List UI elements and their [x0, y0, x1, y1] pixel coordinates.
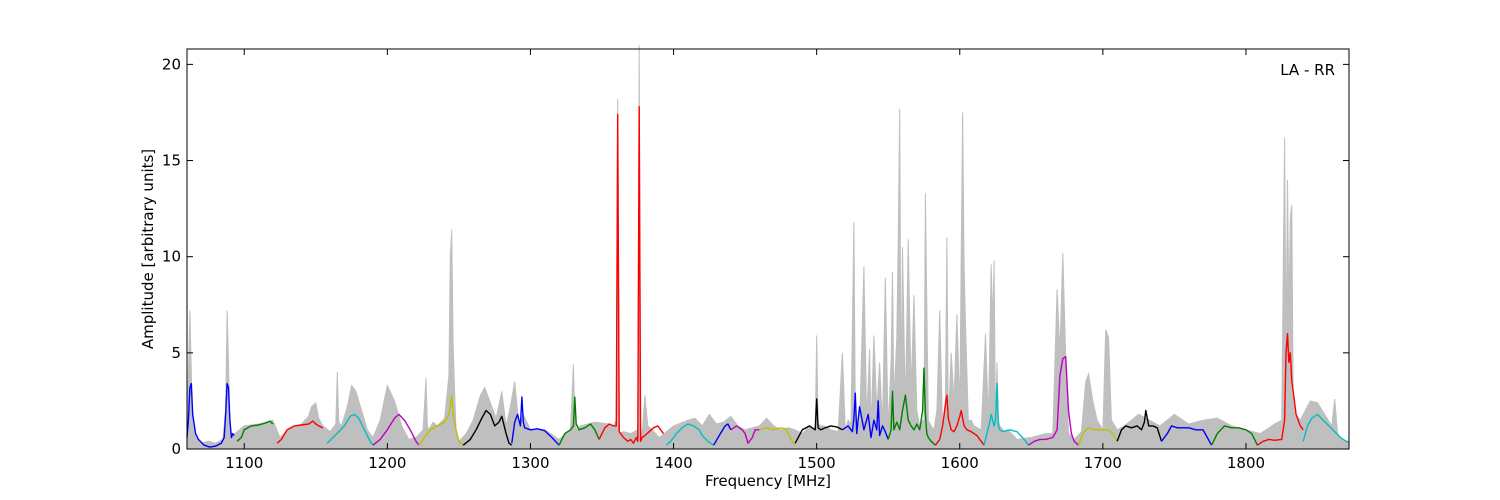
y-tick-label: 15 — [162, 152, 181, 170]
series-line-red-24 — [1257, 332, 1304, 446]
series-line-magenta-19 — [1028, 356, 1079, 446]
series-line-red-2 — [276, 420, 324, 444]
series-line-green-1 — [236, 420, 274, 442]
series-line-blue-0 — [186, 382, 235, 448]
x-tick-label: 1100 — [225, 454, 263, 472]
raw-spectrum-area — [186, 45, 1350, 450]
series-layer — [186, 105, 1350, 448]
series-line-cyan-3 — [326, 413, 374, 446]
x-tick-label: 1400 — [654, 454, 692, 472]
series-line-yellow-20 — [1077, 427, 1118, 446]
x-tick-label: 1700 — [1084, 454, 1122, 472]
series-line-green-8 — [558, 396, 600, 446]
series-line-red-9 — [598, 105, 665, 444]
series-line-cyan-18 — [983, 382, 1029, 446]
series-line-cyan-25 — [1302, 413, 1350, 443]
series-line-yellow-13 — [759, 427, 796, 446]
y-axis-label: Amplitude [arbitrary units] — [139, 149, 157, 349]
series-line-yellow-5 — [418, 394, 464, 446]
series-line-blue-7 — [511, 396, 560, 446]
series-line-cyan-10 — [665, 423, 714, 446]
raw-spectrum-layer — [186, 45, 1350, 450]
x-tick-label: 1600 — [941, 454, 979, 472]
y-axis-ticks: 0 5 10 15 20 — [162, 55, 1349, 458]
series-line-blue-22 — [1160, 425, 1213, 446]
chart-annotation: LA - RR — [1280, 61, 1335, 79]
x-tick-label: 1200 — [368, 454, 406, 472]
y-tick-label: 20 — [162, 55, 181, 73]
series-line-black-6 — [462, 409, 513, 446]
x-axis-label: Frequency [MHz] — [705, 472, 831, 490]
series-line-green-23 — [1210, 425, 1259, 446]
y-tick-label: 5 — [171, 344, 181, 362]
series-line-blue-15 — [842, 392, 889, 440]
series-line-blue-11 — [712, 423, 732, 446]
x-tick-label: 1500 — [798, 454, 836, 472]
x-tick-label: 1800 — [1227, 454, 1265, 472]
series-line-black-14 — [794, 398, 843, 444]
series-line-green-16 — [887, 367, 936, 446]
series-line-black-21 — [1116, 409, 1163, 442]
series-line-red-17 — [934, 394, 985, 446]
x-tick-label: 1300 — [511, 454, 549, 472]
x-axis-ticks: 1100 1200 1300 1400 1500 1600 1700 1800 — [225, 49, 1265, 472]
y-tick-label: 0 — [171, 440, 181, 458]
y-tick-label: 10 — [162, 248, 181, 266]
plot-frame — [186, 48, 1350, 450]
series-line-magenta-12 — [730, 425, 760, 444]
series-line-magenta-4 — [372, 413, 420, 446]
